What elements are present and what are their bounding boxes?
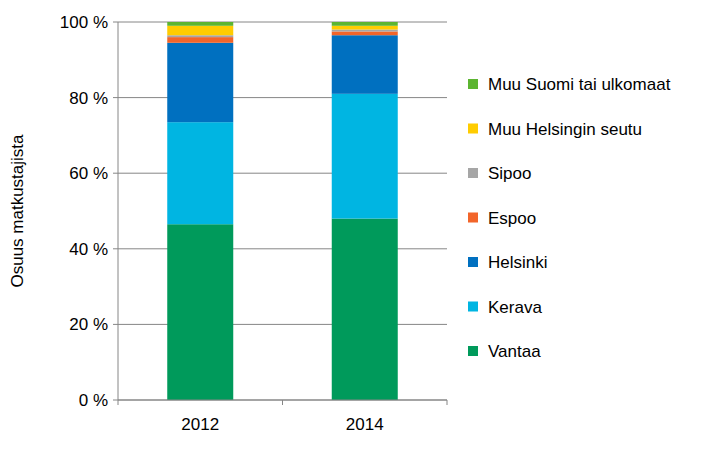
y-tick-label: 100 % <box>60 13 108 32</box>
x-tick <box>282 400 283 405</box>
y-tick <box>113 173 118 174</box>
bar-segment <box>167 35 233 37</box>
y-axis-label: Osuus matkustajista <box>8 134 27 288</box>
legend-swatch <box>468 79 478 89</box>
bar-segment <box>332 31 398 35</box>
legend-swatch <box>468 124 478 134</box>
legend-swatch <box>468 346 478 356</box>
bar-segment <box>332 22 398 26</box>
y-tick-label: 20 % <box>69 315 108 334</box>
x-tick-label: 2014 <box>346 415 384 434</box>
legend-label: Espoo <box>488 209 536 228</box>
y-tick-label: 0 % <box>79 391 108 410</box>
bar-segment <box>332 94 398 219</box>
y-tick-label: 40 % <box>69 240 108 259</box>
bar-segment <box>332 26 398 30</box>
x-tick <box>447 400 448 405</box>
x-tick-label: 2012 <box>181 415 219 434</box>
legend-swatch <box>468 168 478 178</box>
legend-label: Sipoo <box>488 164 531 183</box>
x-tick <box>118 400 119 405</box>
legend-label: Vantaa <box>488 342 541 361</box>
legend-swatch <box>468 302 478 312</box>
bar-segment <box>167 22 233 26</box>
legend-swatch <box>468 257 478 267</box>
legend-swatch <box>468 213 478 223</box>
bars <box>167 22 398 400</box>
bar-segment <box>167 37 233 43</box>
chart: 0 % 20 % 40 % 60 % 80 % 100 % Osuus matkustaji… <box>0 0 713 450</box>
bar-segment <box>167 26 233 35</box>
bar-segment <box>167 122 233 224</box>
bar-segment <box>332 219 398 400</box>
legend: Muu Suomi tai ulkomaat Muu Helsingin seut… <box>468 75 671 361</box>
y-tick-label: 60 % <box>69 164 108 183</box>
y-axis <box>118 22 119 400</box>
legend-label: Helsinki <box>488 253 548 272</box>
y-tick <box>113 22 118 23</box>
bar-segment <box>332 30 398 32</box>
legend-label: Muu Helsingin seutu <box>488 120 642 139</box>
y-tick-label: 80 % <box>69 89 108 108</box>
y-tick <box>113 248 118 249</box>
y-tick <box>113 324 118 325</box>
y-tick <box>113 400 118 401</box>
bar-segment <box>332 35 398 94</box>
legend-label: Muu Suomi tai ulkomaat <box>488 75 671 94</box>
bar-segment <box>167 224 233 400</box>
y-tick <box>113 97 118 98</box>
legend-label: Kerava <box>488 298 542 317</box>
bar-segment <box>167 43 233 122</box>
